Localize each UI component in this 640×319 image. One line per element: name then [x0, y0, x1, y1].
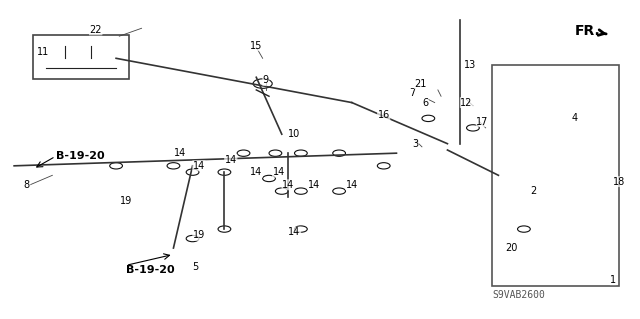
- Text: 5: 5: [193, 262, 199, 272]
- Text: 14: 14: [273, 167, 285, 177]
- Bar: [492, 65, 620, 286]
- Text: FR.: FR.: [575, 24, 606, 38]
- Text: 18: 18: [613, 177, 626, 187]
- Text: 4: 4: [572, 113, 578, 123]
- Text: 15: 15: [250, 41, 262, 51]
- Text: 7: 7: [409, 88, 415, 98]
- Text: 20: 20: [505, 243, 517, 253]
- Text: 14: 14: [193, 161, 205, 171]
- Text: 14: 14: [307, 180, 320, 190]
- Text: 13: 13: [463, 60, 476, 70]
- Text: 2: 2: [531, 186, 536, 196]
- Text: B-19-20: B-19-20: [56, 151, 104, 161]
- Text: 3: 3: [413, 139, 419, 149]
- Text: 10: 10: [289, 129, 301, 139]
- Text: 22: 22: [90, 25, 102, 35]
- Text: 14: 14: [173, 148, 186, 158]
- Text: 11: 11: [36, 47, 49, 57]
- Text: 14: 14: [346, 180, 358, 190]
- Text: 17: 17: [476, 116, 489, 127]
- Text: 14: 14: [250, 167, 262, 177]
- Text: 9: 9: [263, 76, 269, 85]
- Text: 19: 19: [193, 230, 205, 241]
- Text: 14: 14: [289, 227, 301, 237]
- Text: S9VAB2600: S9VAB2600: [492, 291, 545, 300]
- Text: 12: 12: [460, 98, 473, 108]
- Text: 6: 6: [422, 98, 428, 108]
- Text: B-19-20: B-19-20: [125, 265, 174, 275]
- Text: 8: 8: [24, 180, 30, 190]
- Text: 14: 14: [225, 154, 237, 165]
- Text: 16: 16: [378, 110, 390, 120]
- Text: 19: 19: [120, 196, 132, 206]
- Text: 1: 1: [610, 275, 616, 285]
- Text: 14: 14: [282, 180, 294, 190]
- Text: 21: 21: [415, 78, 427, 89]
